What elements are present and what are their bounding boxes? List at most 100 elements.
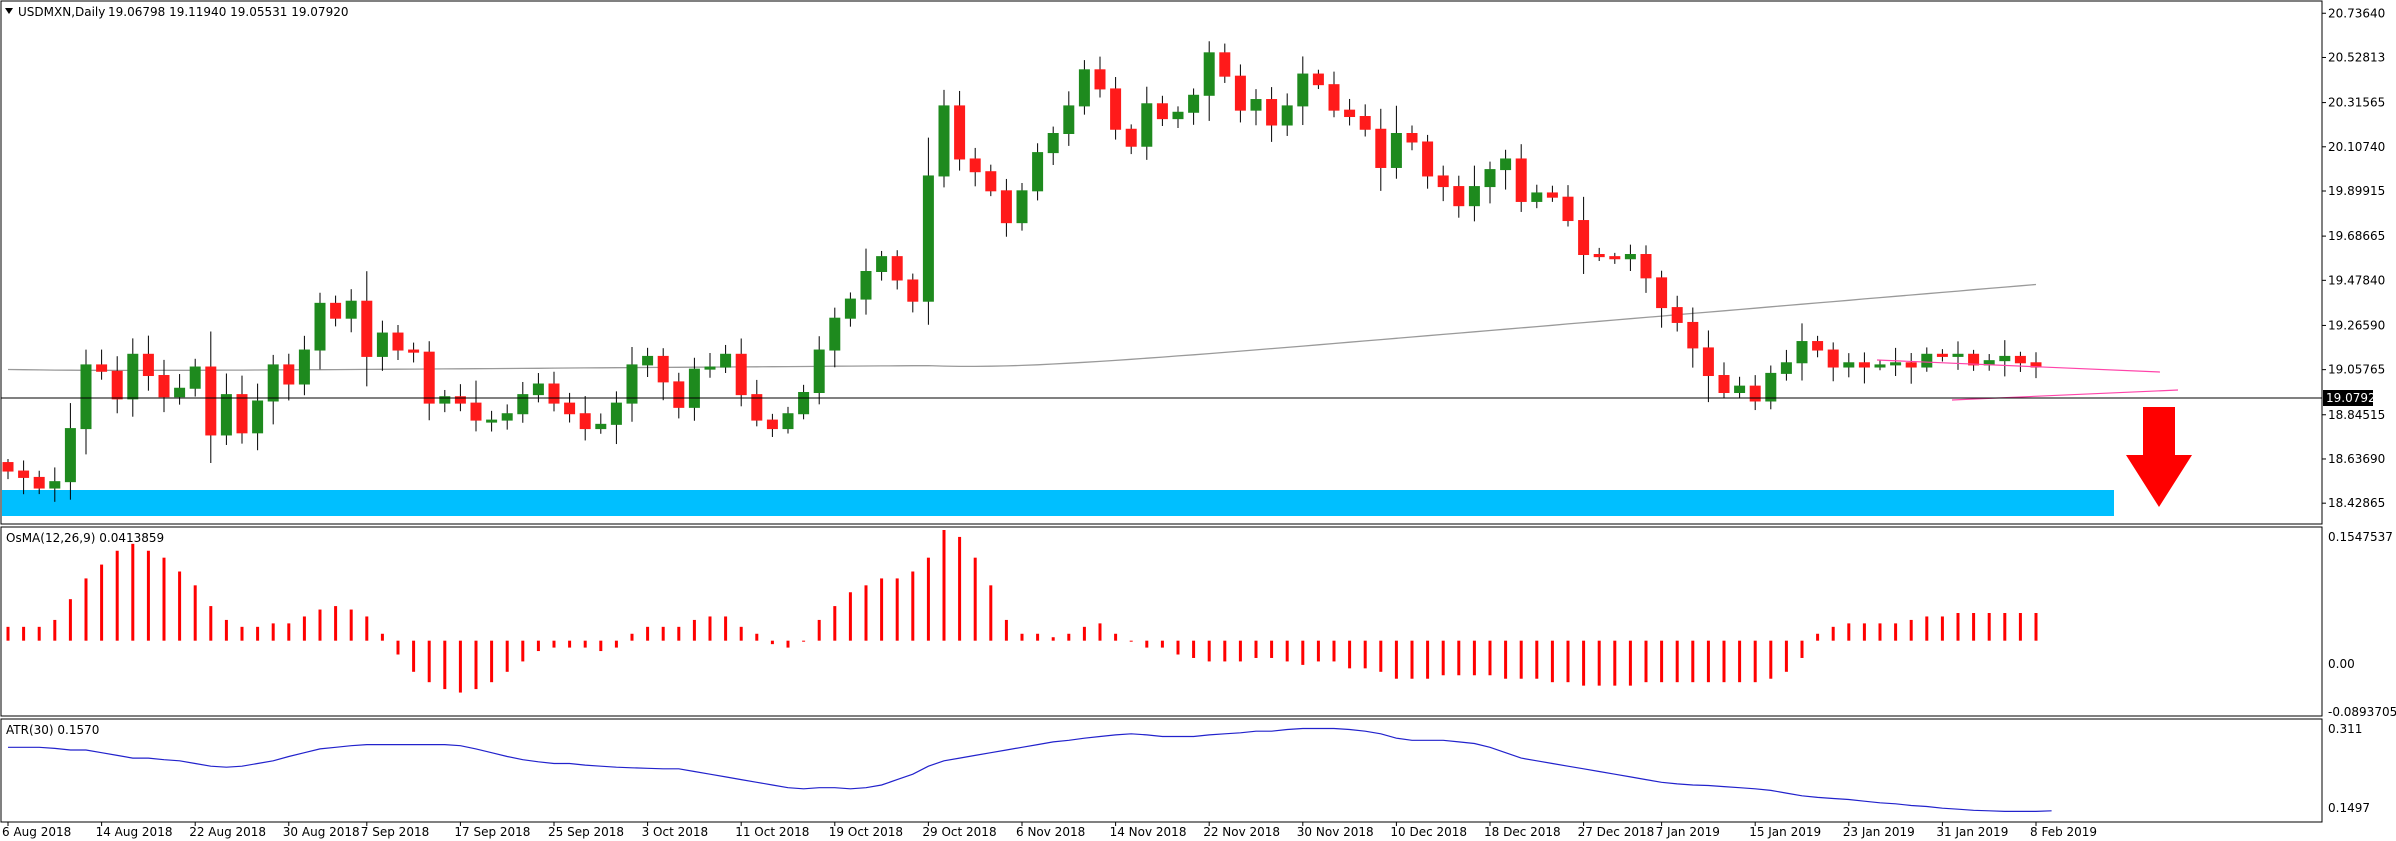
osma-bar	[1582, 640, 1586, 686]
osma-bar	[630, 633, 634, 641]
candle-body	[1562, 196, 1574, 222]
candle-body	[579, 413, 591, 430]
osma-bar	[1784, 640, 1788, 672]
candle-body	[314, 302, 326, 351]
candle-body	[1063, 105, 1075, 135]
candle-body	[1531, 192, 1543, 202]
osma-bar	[568, 640, 572, 648]
candle-body	[938, 105, 950, 177]
candle-body	[1687, 321, 1699, 349]
candle-body	[1843, 362, 1855, 368]
candle-body	[1578, 220, 1590, 256]
osma-bar	[724, 616, 728, 641]
osma-bar	[22, 626, 26, 641]
osma-bar	[614, 640, 618, 648]
osma-bar	[802, 640, 806, 642]
candle-body	[1000, 190, 1012, 224]
osma-bar	[458, 640, 462, 693]
osma-bar	[552, 640, 556, 648]
candle-body	[33, 476, 45, 489]
candle-body	[798, 392, 810, 415]
candle-body	[1468, 186, 1480, 207]
osma-bar	[162, 557, 166, 641]
candle-body	[1640, 254, 1652, 279]
osma-bar	[1348, 640, 1352, 669]
osma-bar	[53, 619, 57, 641]
candle-body	[564, 402, 576, 415]
candle-body	[2014, 355, 2026, 364]
candle-body	[1827, 349, 1839, 368]
candle-body	[1453, 186, 1465, 207]
candle-body	[876, 256, 888, 272]
osma-bar	[1894, 623, 1898, 641]
osma-bar	[786, 640, 790, 648]
osma-bar	[412, 640, 416, 672]
osma-bar	[1285, 640, 1289, 662]
candle-body	[1437, 175, 1449, 188]
osma-bar	[848, 592, 852, 641]
osma-bar	[1831, 626, 1835, 641]
candle-body	[1016, 190, 1028, 224]
osma-tick-top: 0.1547537	[2328, 530, 2393, 544]
osma-bar	[193, 585, 197, 641]
osma-bar	[287, 623, 291, 641]
osma-bar	[1316, 640, 1320, 662]
atr-line	[8, 727, 2052, 813]
price-tick-label: 20.52813	[2328, 50, 2385, 64]
candle-body	[1110, 88, 1122, 130]
candle-body	[1874, 364, 1886, 368]
candle-body	[1250, 99, 1262, 111]
date-axis: 6 Aug 2018 14 Aug 2018 22 Aug 2018 30 Aug 2…	[2, 822, 2097, 839]
osma-bar	[1722, 640, 1726, 683]
candle-body	[751, 394, 763, 421]
dropdown-triangle-icon[interactable]	[5, 8, 13, 14]
price-tick-label: 19.89915	[2328, 184, 2385, 198]
candle-body	[548, 383, 560, 404]
candle-body	[1359, 116, 1371, 130]
candle-body	[610, 402, 622, 425]
osma-bar	[1004, 619, 1008, 641]
osma-bar	[1956, 613, 1960, 641]
date-tick-label: 27 Dec 2018	[1578, 825, 1655, 839]
price-axis: 20.73640 20.52813 20.31565 20.10740 19.89915…	[2322, 6, 2385, 510]
candle-body	[158, 375, 170, 398]
osma-bar	[1550, 640, 1554, 683]
osma-bar	[1535, 640, 1539, 679]
osma-bar	[880, 578, 884, 641]
osma-bar	[505, 640, 509, 672]
date-tick-label: 14 Aug 2018	[96, 825, 173, 839]
osma-bar	[1098, 623, 1102, 641]
candle-body	[1328, 84, 1340, 111]
candle-body	[532, 383, 544, 396]
candle-body	[80, 364, 92, 430]
date-tick-label: 22 Nov 2018	[1203, 825, 1280, 839]
osma-bar	[1972, 613, 1976, 641]
candle-body	[1266, 99, 1278, 126]
candle-body	[189, 366, 201, 389]
candle-body	[1297, 73, 1309, 107]
candle-body	[1188, 94, 1200, 113]
osma-bar	[68, 599, 72, 641]
osma-bar	[1145, 640, 1149, 648]
current-price-label: 19.07920	[2326, 391, 2383, 405]
candle-body	[1156, 103, 1168, 120]
candle-body	[1765, 372, 1777, 402]
osma-bar	[911, 571, 915, 641]
candle-body	[1671, 307, 1683, 323]
candle-body	[626, 364, 638, 404]
down-arrow-icon	[2126, 407, 2192, 507]
candle-body	[1968, 353, 1980, 366]
ma200-polyline	[7, 283, 2037, 372]
candle-body	[704, 366, 716, 370]
candle-body	[1812, 341, 1824, 351]
osma-bar	[396, 640, 400, 655]
osma-bar	[755, 633, 759, 641]
candle-body	[1921, 353, 1933, 368]
candle-body	[969, 158, 981, 173]
ohlc-readout: 19.06798 19.11940 19.05531 19.07920	[108, 5, 348, 19]
candle-body	[174, 387, 186, 398]
candle-body	[220, 394, 232, 436]
candle-body	[735, 353, 747, 396]
osma-bar	[1691, 640, 1695, 683]
candle-body	[1172, 111, 1184, 120]
